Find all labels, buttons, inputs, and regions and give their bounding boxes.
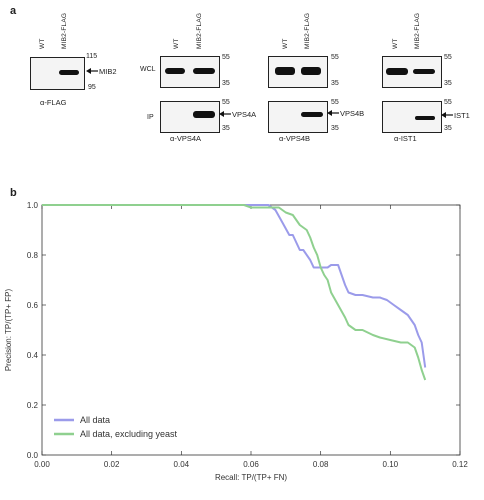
- series-line-1: [42, 204, 427, 381]
- x-tick-label: 0.04: [174, 460, 190, 469]
- x-tick-label: 0.12: [452, 460, 468, 469]
- mw-marker-bottom: 95: [88, 84, 96, 91]
- x-tick-label: 0.00: [34, 460, 50, 469]
- mw-marker-top: 55: [444, 54, 452, 61]
- lane-label-wt: WT: [39, 38, 46, 49]
- blot-vps4a-wcl: [160, 56, 220, 88]
- mw-marker-bottom: 35: [444, 125, 452, 132]
- mw-marker-bottom: 35: [444, 80, 452, 87]
- chart-ticks: 0.00 0.02 0.04 0.06 0.08 0.10 0.12 0.0 0.2 0.4 0.6…: [27, 201, 468, 469]
- band-ip-mib2: [193, 111, 215, 118]
- blot-vps4b-wcl: [268, 56, 328, 88]
- blot-ist1-ip: [382, 101, 442, 133]
- band-wcl-wt: [165, 68, 185, 74]
- mw-marker-bottom: 35: [222, 125, 230, 132]
- protein-label-ist1: IST1: [454, 111, 470, 120]
- mw-marker-top: 55: [222, 99, 230, 106]
- x-tick-label: 0.08: [313, 460, 329, 469]
- mw-marker-top: 55: [222, 54, 230, 61]
- mw-marker-top: 55: [331, 99, 339, 106]
- series-line-0: [42, 204, 427, 368]
- mw-marker-bottom: 35: [331, 125, 339, 132]
- blot-ist1-wcl: [382, 56, 442, 88]
- x-tick-label: 0.06: [243, 460, 259, 469]
- blot-vps4b-ip: [268, 101, 328, 133]
- band-wcl-mib2: [301, 67, 321, 75]
- band-mib2: [59, 70, 79, 75]
- arrow-icon: [327, 110, 339, 116]
- blot-mib2: [30, 57, 85, 90]
- protein-label-mib2: MIB2: [99, 67, 117, 76]
- arrow-icon: [219, 111, 231, 117]
- arrow-icon: [86, 68, 98, 74]
- arrow-icon: [441, 112, 453, 118]
- lane-label-mib2-flag: MIB2-FLAG: [61, 12, 68, 49]
- panel-a-label: a: [10, 5, 17, 17]
- mw-marker-top: 55: [331, 54, 339, 61]
- ip-label: IP: [147, 114, 154, 121]
- protein-label-vps4a: VPS4A: [232, 110, 257, 119]
- mw-marker-bottom: 35: [331, 80, 339, 87]
- band-wcl-mib2: [193, 68, 215, 74]
- lane-label-mib2-flag: MIB2-FLAG: [304, 12, 311, 49]
- lane-label-wt: WT: [173, 38, 180, 49]
- lane-label-wt: WT: [392, 38, 399, 49]
- band-ip-mib2: [301, 112, 323, 117]
- blot-vps4a-ip: [160, 101, 220, 133]
- lane-label-mib2-flag: MIB2-FLAG: [414, 12, 421, 49]
- mw-marker-top: 115: [86, 53, 98, 60]
- antibody-label-ist1: α-IST1: [394, 134, 417, 143]
- mw-marker-bottom: 35: [222, 80, 230, 87]
- y-axis-title: Precision: TP/(TP+ FP): [4, 289, 13, 372]
- y-tick-label: 0.4: [27, 351, 39, 360]
- chart-legend: All data All data, excluding yeast: [54, 415, 178, 439]
- wcl-label: WCL: [140, 66, 156, 73]
- lane-label-wt: WT: [282, 38, 289, 49]
- protein-label-vps4b: VPS4B: [340, 109, 365, 118]
- antibody-label-flag: α-FLAG: [40, 98, 67, 107]
- y-tick-label: 0.0: [27, 451, 39, 460]
- legend-label-0: All data: [80, 415, 110, 425]
- y-tick-label: 0.8: [27, 251, 39, 260]
- precision-recall-chart: 0.00 0.02 0.04 0.06 0.08 0.10 0.12 0.0 0.2 0.4 0.6…: [4, 201, 468, 482]
- x-tick-label: 0.10: [383, 460, 399, 469]
- band-wcl-wt: [386, 68, 408, 75]
- mw-marker-top: 55: [444, 99, 452, 106]
- x-axis-title: Recall: TP/(TP+ FN): [215, 473, 287, 482]
- antibody-label-vps4b: α-VPS4B: [279, 134, 311, 143]
- panel-b-label: b: [10, 187, 17, 199]
- antibody-label-vps4a: α-VPS4A: [170, 134, 202, 143]
- legend-label-1: All data, excluding yeast: [80, 429, 178, 439]
- chart-lines: [42, 204, 427, 381]
- band-wcl-wt: [275, 67, 295, 75]
- y-tick-label: 0.2: [27, 401, 39, 410]
- lane-label-mib2-flag: MIB2-FLAG: [196, 12, 203, 49]
- y-tick-label: 1.0: [27, 201, 39, 210]
- band-ip-mib2: [415, 116, 435, 120]
- y-tick-label: 0.6: [27, 301, 39, 310]
- x-tick-label: 0.02: [104, 460, 120, 469]
- band-wcl-mib2: [413, 69, 435, 74]
